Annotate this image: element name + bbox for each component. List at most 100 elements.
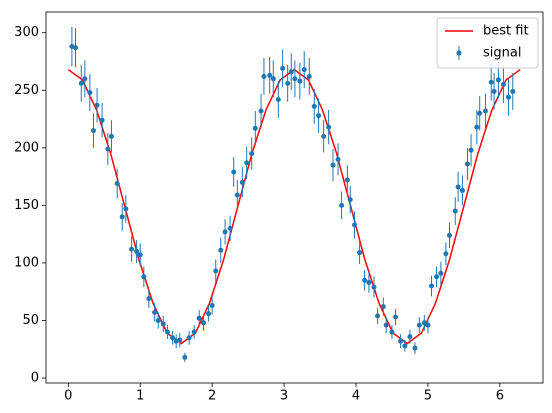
data-point (339, 202, 345, 208)
data-point (218, 247, 224, 253)
data-point (344, 177, 350, 183)
data-point (285, 80, 291, 86)
data-point (249, 151, 255, 157)
data-point (468, 147, 474, 153)
data-point (239, 179, 245, 185)
y-tick-label: 0 (31, 371, 39, 386)
data-point (108, 133, 114, 139)
data-point (288, 69, 294, 75)
data-point (258, 108, 264, 114)
data-point (292, 76, 298, 82)
data-point (213, 268, 219, 274)
data-point (105, 146, 111, 152)
data-point (316, 113, 322, 119)
data-point (495, 77, 501, 83)
y-tick-label: 50 (22, 313, 39, 328)
y-tick-label: 200 (14, 140, 39, 155)
data-point (170, 335, 176, 341)
data-point (261, 73, 267, 79)
data-point (182, 354, 188, 360)
x-tick-label: 4 (352, 389, 360, 404)
data-point (510, 88, 516, 94)
data-point (160, 321, 166, 327)
data-point (78, 80, 84, 86)
data-point (94, 102, 100, 108)
data-point (99, 117, 105, 123)
data-point (371, 284, 377, 290)
x-tick-label: 1 (136, 389, 144, 404)
data-point (412, 345, 418, 351)
y-tick-label: 300 (14, 25, 39, 40)
data-point (352, 222, 358, 228)
data-point (464, 161, 470, 167)
data-point (335, 156, 341, 162)
data-point (186, 335, 192, 341)
legend-label: best fit (483, 24, 529, 39)
data-point (443, 251, 449, 257)
data-point (134, 248, 140, 254)
data-point (297, 78, 303, 84)
data-point (301, 67, 307, 73)
data-point (474, 124, 480, 130)
data-point (280, 65, 286, 71)
data-point (416, 322, 422, 328)
data-point (438, 270, 444, 276)
data-point (434, 274, 440, 280)
data-point (429, 283, 435, 289)
data-point (326, 124, 332, 130)
data-point (146, 296, 152, 302)
data-point (227, 225, 233, 231)
data-point (155, 317, 161, 323)
data-point (206, 311, 212, 317)
data-point (275, 96, 281, 102)
data-point (357, 250, 363, 256)
x-tick-label: 6 (496, 389, 504, 404)
data-point (306, 73, 312, 79)
data-point (90, 128, 96, 134)
data-point (362, 277, 368, 283)
data-point (137, 252, 143, 258)
data-point (196, 315, 202, 321)
y-tick-label: 250 (14, 83, 39, 98)
data-point (191, 329, 197, 335)
data-point (446, 232, 452, 238)
data-point (366, 280, 372, 286)
y-tick-label: 100 (14, 255, 39, 270)
y-tick-label: 150 (14, 198, 39, 213)
data-point (165, 329, 171, 335)
data-point (491, 88, 497, 94)
data-point (234, 192, 240, 198)
data-point (421, 320, 427, 326)
data-point (383, 322, 389, 328)
x-tick-label: 0 (64, 389, 72, 404)
data-point (402, 343, 408, 349)
data-point (244, 160, 250, 166)
data-point (321, 133, 327, 139)
data-point (311, 103, 317, 109)
data-point (177, 337, 183, 343)
data-point (477, 110, 483, 116)
data-point (500, 82, 506, 88)
data-point (129, 246, 135, 252)
data-point (488, 79, 494, 85)
data-point (141, 274, 147, 280)
data-point (452, 208, 458, 214)
fit-line (67, 68, 521, 345)
data-point (231, 169, 237, 175)
data-point (209, 303, 215, 309)
data-point (505, 94, 511, 100)
data-point (201, 320, 207, 326)
x-tick-label: 3 (280, 389, 288, 404)
data-point (82, 76, 88, 82)
data-point (87, 90, 93, 96)
data-point (407, 334, 413, 340)
data-point (459, 187, 465, 193)
data-point (393, 314, 399, 320)
data-point (425, 322, 431, 328)
data-point (267, 72, 273, 78)
legend-marker (456, 50, 462, 56)
data-point (252, 125, 258, 131)
x-tick-label: 5 (424, 389, 432, 404)
